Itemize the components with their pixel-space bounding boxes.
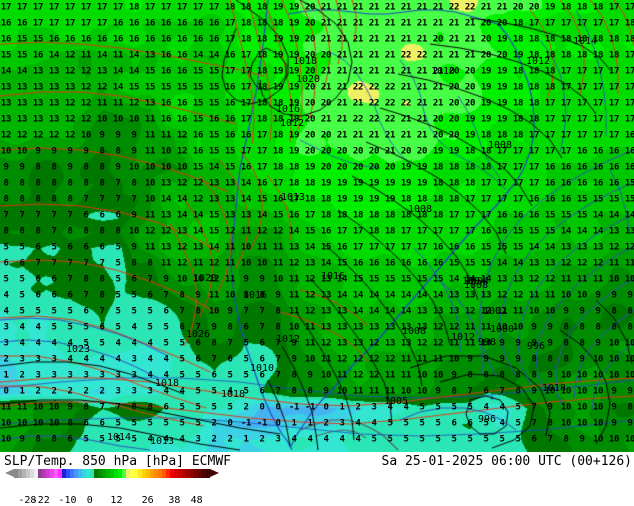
colorbar-right-arrow-icon <box>210 469 219 477</box>
colorbar-segment <box>98 469 102 478</box>
colorbar-segment <box>126 469 130 478</box>
colorbar-gradient <box>14 469 210 478</box>
colorbar-segment <box>154 469 158 478</box>
color-scale[interactable]: -28 -22 -10 0 12 26 38 48 <box>5 469 222 506</box>
valid-datetime: Sa 25-01-2025 06:00 UTC (00+126) <box>381 454 632 469</box>
colorbar-segment <box>58 469 62 478</box>
colorbar-segment <box>158 469 162 478</box>
colorbar-tick: 12 <box>110 495 123 506</box>
colorbar-segment <box>30 469 34 478</box>
weather-map[interactable]: 17 17 17 17 17 17 17 17 18 17 17 17 17 17 18 18 18 19 19 20… <box>0 0 634 452</box>
colorbar-tick: 38 <box>168 495 181 506</box>
colorbar-segment <box>74 469 78 478</box>
colorbar-segment <box>206 469 210 478</box>
colorbar-segment <box>146 469 150 478</box>
product-title: SLP/Temp. 850 hPa [hPa] ECMWF <box>4 454 231 469</box>
colorbar-tick: 0 <box>86 495 93 506</box>
colorbar-segment <box>66 469 70 478</box>
colorbar-segment <box>18 469 22 478</box>
colorbar-tick: -22 <box>31 495 50 506</box>
colorbar-left-arrow-icon <box>5 469 14 477</box>
colorbar-segment <box>22 469 26 478</box>
colorbar-segment <box>202 469 206 478</box>
colorbar-segment <box>50 469 54 478</box>
colorbar-tick: 48 <box>190 495 203 506</box>
colorbar-segment <box>162 469 166 478</box>
colorbar-segment <box>54 469 58 478</box>
colorbar-segment <box>130 469 134 478</box>
colorbar-segment <box>122 469 126 478</box>
colorbar-segment <box>26 469 30 478</box>
colorbar-segment <box>86 469 90 478</box>
colorbar-segment <box>178 469 182 478</box>
colorbar-segment <box>34 469 38 478</box>
colorbar-tick-labels: -28 -22 -10 0 12 26 38 48 <box>14 495 254 506</box>
colorbar-segment <box>190 469 194 478</box>
colorbar-segment <box>94 469 98 478</box>
colorbar-segment <box>186 469 190 478</box>
colorbar-segment <box>82 469 86 478</box>
colorbar-segment <box>14 469 18 478</box>
colorbar-segment <box>106 469 110 478</box>
colorbar-segment <box>166 469 170 478</box>
colorbar-segment <box>102 469 106 478</box>
colorbar-segment <box>38 469 42 478</box>
colorbar-segment <box>46 469 50 478</box>
colorbar-segment <box>62 469 66 478</box>
colorbar-segment <box>170 469 174 478</box>
colorbar-segment <box>182 469 186 478</box>
colorbar-tick: -10 <box>58 495 77 506</box>
colorbar-segment <box>194 469 198 478</box>
colorbar-segment <box>134 469 138 478</box>
colorbar-segment <box>142 469 146 478</box>
colorbar-segment <box>90 469 94 478</box>
map-footer: SLP/Temp. 850 hPa [hPa] ECMWF Sa 25-01-2… <box>0 452 634 506</box>
colorbar-segment <box>42 469 46 478</box>
colorbar-segment <box>198 469 202 478</box>
colorbar-segment <box>138 469 142 478</box>
colorbar-segment <box>110 469 114 478</box>
colorbar-segment <box>118 469 122 478</box>
colorbar-tick: 26 <box>141 495 154 506</box>
colorbar-segment <box>114 469 118 478</box>
colorbar-segment <box>70 469 74 478</box>
colorbar-segment <box>150 469 154 478</box>
colorbar-segment <box>78 469 82 478</box>
colorbar-segment <box>174 469 178 478</box>
isobar-contour-layer <box>0 0 634 452</box>
